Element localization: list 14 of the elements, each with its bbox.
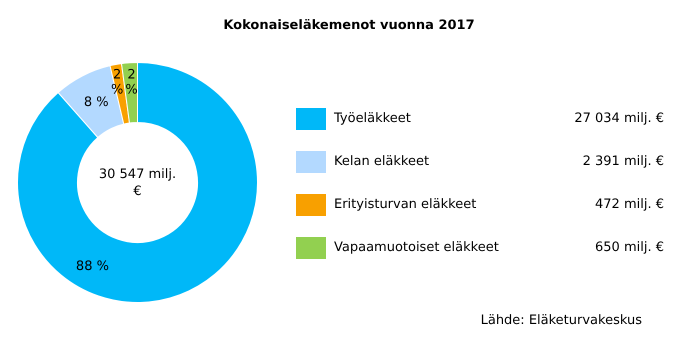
text: 8 % — [84, 94, 109, 110]
data-label: 2 391 milj. € — [582, 154, 664, 169]
legend-label: Vapaamuotoiset eläkkeet — [334, 240, 500, 255]
legend-label: Erityisturvan eläkkeet — [334, 197, 478, 212]
data-label: 472 milj. € — [594, 197, 664, 212]
text: Lähde: Eläketurvakeskus — [480, 313, 642, 328]
text: 30 547 milj. € — [98, 166, 178, 200]
legend-label: Kelan eläkkeet — [334, 154, 430, 169]
data-label: 650 milj. € — [594, 240, 664, 255]
text: 2 % — [125, 67, 138, 98]
text: 88 % — [76, 259, 109, 274]
chart-title: Kokonaiseläkemenot vuonna 2017 — [222, 18, 476, 33]
data-label: 27 034 milj. € — [573, 111, 664, 126]
legend-label: Työeläkkeet — [334, 111, 412, 126]
